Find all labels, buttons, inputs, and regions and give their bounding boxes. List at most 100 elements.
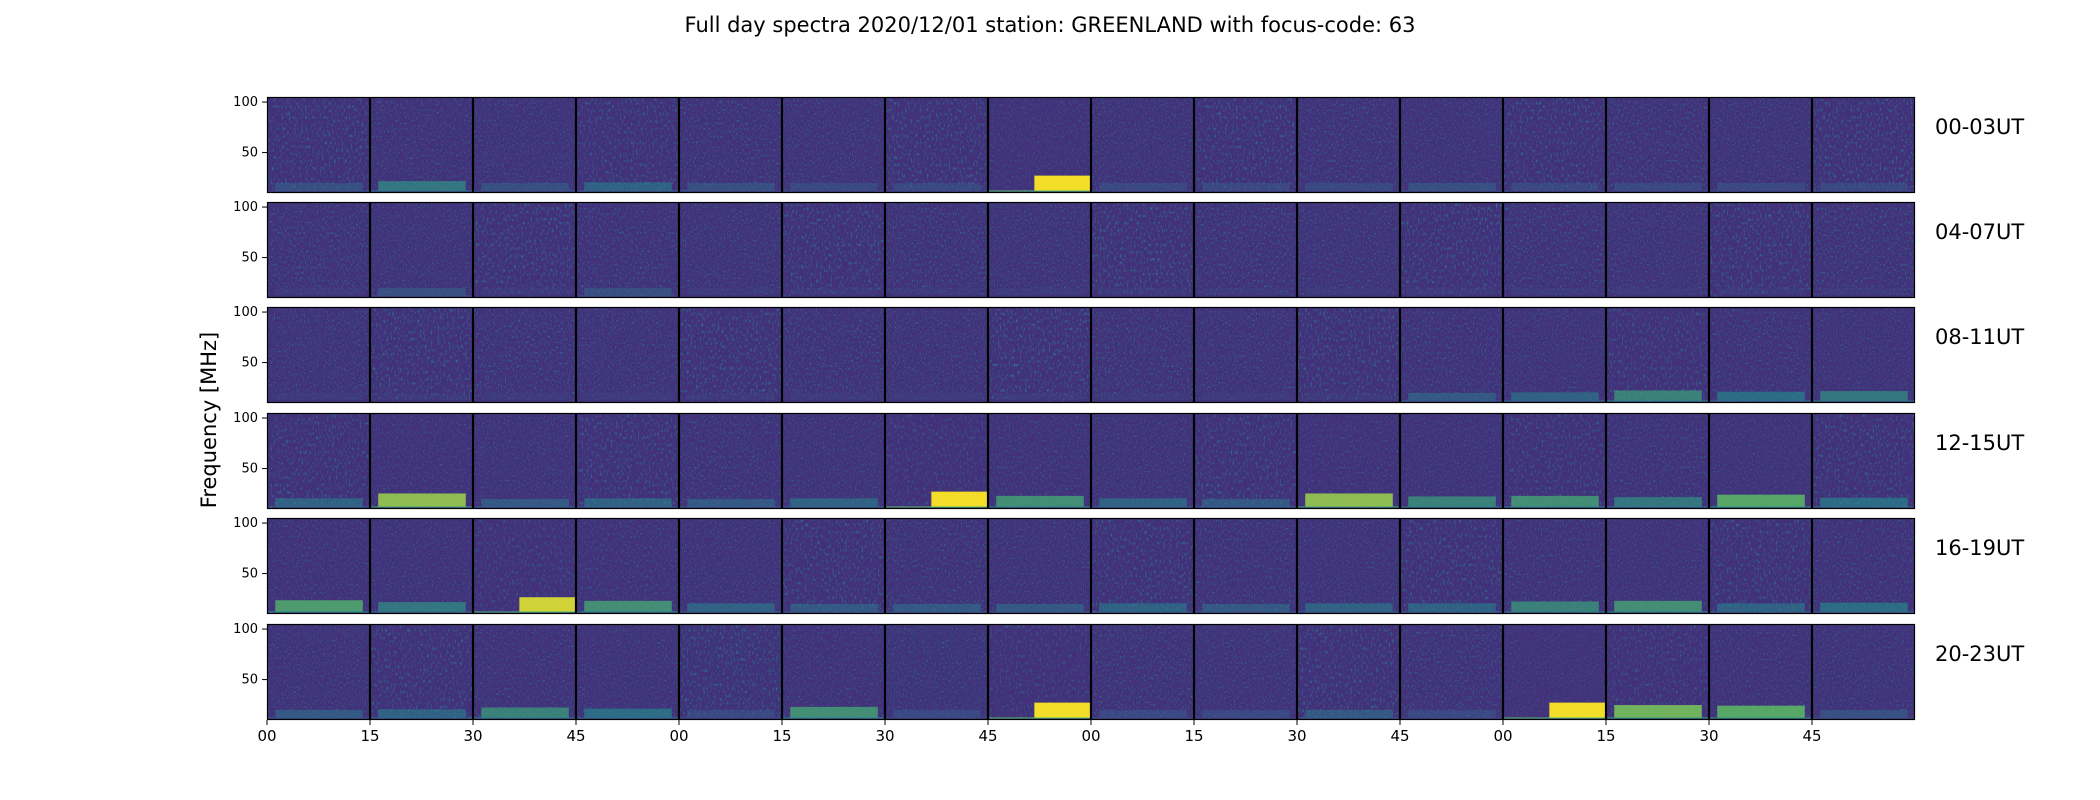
spectrum-noise: [1400, 624, 1503, 720]
baseline-band: [1503, 400, 1606, 402]
baseline-band: [1194, 400, 1297, 402]
baseline-band: [576, 190, 679, 192]
spectrum-panel: [472, 96, 577, 194]
emission-band: [275, 498, 363, 507]
panel-frame: [369, 306, 474, 404]
emission-band: [687, 182, 775, 191]
spectrum-panel: [266, 201, 371, 299]
x-tick-label: 00: [669, 727, 688, 745]
baseline-band: [1297, 400, 1400, 402]
panel-frame: [1399, 201, 1504, 299]
spectrum-panel: [781, 201, 886, 299]
spectrum-panel: [678, 306, 783, 404]
spectrum-noise: [267, 518, 370, 614]
baseline-band: [1297, 295, 1400, 297]
emission-band: [1408, 287, 1496, 296]
spectrum-panel: [1090, 517, 1195, 615]
panel-frame: [1605, 412, 1710, 510]
spectrum-noise: [1194, 518, 1297, 614]
baseline-band: [267, 190, 370, 192]
panel-frame: [472, 412, 577, 510]
spectrum-noise: [1400, 413, 1503, 509]
panel-frame: [1502, 306, 1607, 404]
emission-band: [1408, 392, 1496, 401]
emission-band: [1305, 392, 1393, 401]
panel-frame: [987, 623, 1092, 721]
x-tick-label: 00: [257, 727, 276, 745]
baseline-band: [679, 717, 782, 719]
spectrum-panel: [987, 201, 1092, 299]
spectrum-noise: [1194, 624, 1297, 720]
baseline-band: [1400, 611, 1503, 613]
emission-band: [996, 495, 1084, 507]
panel-frame: [987, 412, 1092, 510]
spectrum-noise: [576, 624, 679, 720]
spectrum-panel: [575, 306, 680, 404]
spectrum-noise: [267, 97, 370, 193]
spectrum-noise: [988, 518, 1091, 614]
panel-frame: [1193, 306, 1298, 404]
baseline-band: [473, 295, 576, 297]
row-label: 00-03UT: [1935, 115, 2024, 139]
spectrum-noise: [1709, 97, 1812, 193]
spectrum-noise: [576, 518, 679, 614]
spectrum-noise: [782, 624, 885, 720]
baseline-band: [576, 611, 679, 613]
baseline-band: [679, 611, 782, 613]
spectrum-panel: [884, 96, 989, 194]
emission-band: [996, 603, 1084, 612]
baseline-band: [1091, 611, 1194, 613]
x-tick-label: 45: [978, 727, 997, 745]
baseline-band: [885, 190, 988, 192]
spectrum-noise: [1503, 413, 1606, 509]
spectrum-noise: [1503, 97, 1606, 193]
spectrum-noise: [1503, 307, 1606, 403]
baseline-band: [267, 717, 370, 719]
baseline-band: [1606, 295, 1709, 297]
spectrum-noise: [267, 307, 370, 403]
spectrum-panel: [472, 201, 577, 299]
baseline-band: [782, 295, 885, 297]
emission-band: [1614, 497, 1702, 507]
emission-band: [893, 182, 981, 191]
baseline-band: [1503, 506, 1606, 508]
spectrum-noise: [473, 97, 576, 193]
spectrum-noise: [1091, 307, 1194, 403]
panel-frame: [1296, 96, 1401, 194]
emission-band: [481, 182, 569, 191]
spectrum-panel: [1708, 306, 1813, 404]
spectrum-noise: [370, 518, 473, 614]
baseline-band: [782, 190, 885, 192]
spectrum-panel: [1605, 412, 1710, 510]
baseline-band: [576, 400, 679, 402]
spectrum-panel: [987, 623, 1092, 721]
spectrum-panel: [781, 517, 886, 615]
spectra-rows: 50 100 00-03UT 50 100 04-07UT 50 100 08-11UT 50 10…: [233, 95, 2024, 721]
row-label: 12-15UT: [1935, 431, 2024, 455]
spectrum-noise: [1812, 518, 1915, 614]
panel-frame: [1193, 201, 1298, 299]
spectrum-panel: [1811, 201, 1916, 299]
spectrum-noise: [1812, 413, 1915, 509]
spectrum-noise: [679, 202, 782, 298]
panel-frame: [369, 201, 474, 299]
baseline-band: [1812, 611, 1915, 613]
spectrum-noise: [1297, 518, 1400, 614]
spectrum-noise: [1297, 413, 1400, 509]
panel-frame: [575, 412, 680, 510]
spectrum-noise: [370, 413, 473, 509]
spectrum-panel: [1193, 96, 1298, 194]
x-tick-label: 30: [1699, 727, 1718, 745]
baseline-band: [679, 400, 782, 402]
baseline-band: [885, 506, 988, 508]
spectrum-panel: [1193, 201, 1298, 299]
panel-frame: [1399, 517, 1504, 615]
spectrum-streaks: [679, 624, 782, 720]
spectrum-panel: [884, 201, 989, 299]
spectrum-noise: [1812, 202, 1915, 298]
panel-frame: [1811, 623, 1916, 721]
spectrum-noise: [1503, 202, 1606, 298]
panel-frame: [1193, 623, 1298, 721]
spectrum-noise: [1194, 413, 1297, 509]
emission-band: [1099, 392, 1187, 401]
